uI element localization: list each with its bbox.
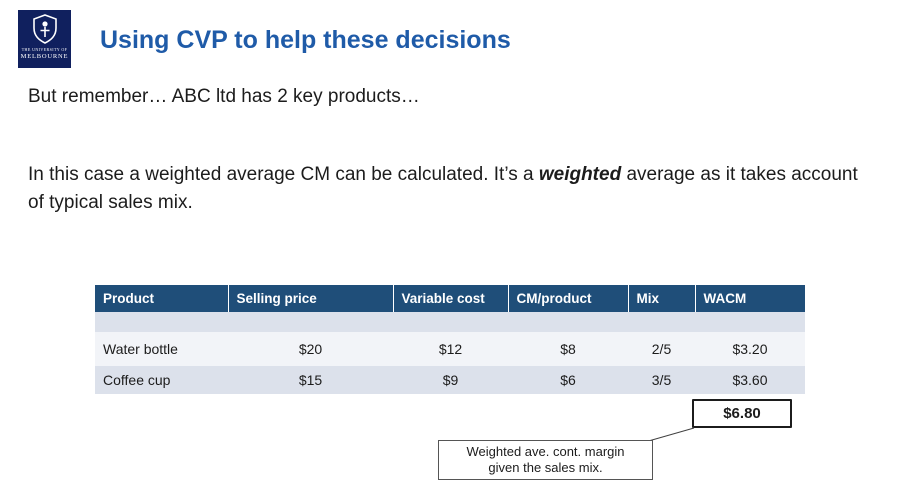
callout-box: Weighted ave. cont. margin given the sal… — [438, 440, 653, 481]
wacm-total-value: $6.80 — [723, 405, 761, 422]
col-header-variable-cost: Variable cost — [392, 285, 508, 312]
empty-cell — [695, 312, 805, 332]
col-header-mix: Mix — [627, 285, 695, 312]
callout-line1: Weighted ave. cont. margin — [466, 444, 625, 459]
university-logo: THE UNIVERSITY OF MELBOURNE — [18, 10, 71, 68]
explanation-weighted-emphasis: weighted — [538, 164, 622, 185]
empty-cell — [508, 312, 628, 332]
logo-text-melbourne: MELBOURNE — [20, 53, 69, 60]
slide-title: Using CVP to help these decisions — [100, 26, 511, 54]
cell-mix: 3/5 — [628, 366, 695, 394]
explanation-part1: In this case a weighted average CM can b… — [28, 164, 539, 185]
callout-line2: given the sales mix. — [488, 459, 603, 475]
cvp-table: Product Selling price Variable cost CM/p… — [95, 285, 805, 394]
table-header-row: Product Selling price Variable cost CM/p… — [95, 285, 805, 312]
empty-cell — [393, 312, 508, 332]
cell-wacm: $3.60 — [695, 366, 805, 394]
cell-product: Coffee cup — [95, 366, 228, 394]
cell-selling-price: $20 — [228, 332, 393, 366]
cell-wacm: $3.20 — [695, 332, 805, 366]
cell-cm-product: $6 — [508, 366, 628, 394]
table-row-water-bottle: Water bottle $20 $12 $8 2/5 $3.20 — [95, 332, 805, 366]
col-header-wacm: WACM — [694, 285, 805, 312]
table-empty-row — [95, 312, 805, 332]
col-header-product: Product — [95, 285, 228, 312]
logo-text-university: THE UNIVERSITY OF — [21, 47, 68, 52]
wacm-total-box: $6.80 — [692, 399, 792, 428]
col-header-cm-product: CM/product — [507, 285, 628, 312]
university-crest-icon — [32, 14, 57, 44]
cell-mix: 2/5 — [628, 332, 695, 366]
intro-text: But remember… ABC ltd has 2 key products… — [28, 86, 420, 107]
cell-variable-cost: $9 — [393, 366, 508, 394]
cell-selling-price: $15 — [228, 366, 393, 394]
col-header-selling-price: Selling price — [227, 285, 393, 312]
callout-connector-line — [644, 427, 695, 443]
explanation-text: In this case a weighted average CM can b… — [28, 161, 860, 217]
empty-cell — [628, 312, 695, 332]
explanation-part2: average as it takes account of typical s… — [28, 164, 858, 213]
table-row-coffee-cup: Coffee cup $15 $9 $6 3/5 $3.60 — [95, 366, 805, 394]
empty-cell — [228, 312, 393, 332]
cell-cm-product: $8 — [508, 332, 628, 366]
empty-cell — [95, 312, 228, 332]
cell-variable-cost: $12 — [393, 332, 508, 366]
cell-product: Water bottle — [95, 332, 228, 366]
